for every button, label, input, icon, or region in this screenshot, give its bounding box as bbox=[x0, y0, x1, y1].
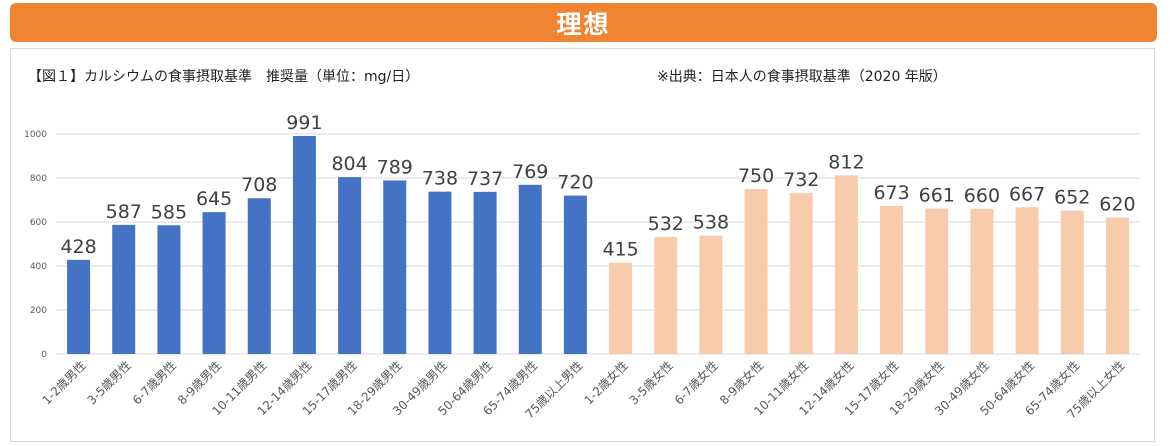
y-tick-label: 600 bbox=[30, 218, 47, 228]
bar bbox=[473, 191, 497, 354]
data-label: 732 bbox=[783, 169, 819, 191]
data-label: 667 bbox=[1009, 183, 1045, 205]
bar bbox=[609, 262, 633, 354]
bar bbox=[1060, 210, 1084, 354]
bar bbox=[925, 208, 949, 354]
bar bbox=[654, 236, 678, 354]
bar bbox=[247, 198, 271, 354]
y-tick-label: 1000 bbox=[24, 130, 47, 140]
x-tick-label: 6-7歳女性 bbox=[671, 358, 721, 408]
y-tick-label: 0 bbox=[41, 350, 47, 360]
x-tick-label: 3-5歳男性 bbox=[85, 358, 134, 407]
bar bbox=[383, 180, 407, 354]
data-label: 737 bbox=[467, 168, 503, 190]
y-tick-label: 800 bbox=[30, 174, 47, 184]
bar bbox=[563, 195, 587, 354]
bar bbox=[970, 208, 994, 354]
data-label: 620 bbox=[1099, 194, 1135, 216]
bar bbox=[1105, 217, 1129, 354]
bar bbox=[744, 189, 768, 354]
data-label: 812 bbox=[828, 151, 864, 173]
data-label: 769 bbox=[512, 161, 548, 183]
data-label: 789 bbox=[377, 156, 413, 178]
bar bbox=[157, 225, 181, 354]
x-tick-label: 3-5歳女性 bbox=[626, 358, 676, 408]
data-label: 585 bbox=[151, 201, 187, 223]
data-label: 673 bbox=[873, 182, 909, 204]
data-label: 661 bbox=[919, 185, 955, 207]
bar bbox=[699, 235, 723, 354]
data-label: 645 bbox=[196, 188, 232, 210]
data-label: 660 bbox=[964, 185, 1000, 207]
y-tick-label: 400 bbox=[30, 262, 47, 272]
data-label: 708 bbox=[241, 174, 277, 196]
bar bbox=[202, 212, 226, 354]
bar bbox=[518, 184, 542, 354]
data-label: 538 bbox=[693, 212, 729, 234]
data-label: 587 bbox=[106, 201, 142, 223]
data-label: 415 bbox=[602, 239, 638, 261]
data-label: 652 bbox=[1054, 187, 1090, 209]
data-label: 991 bbox=[286, 112, 322, 134]
bar bbox=[292, 135, 316, 354]
x-tick-label: 1-2歳女性 bbox=[581, 358, 631, 408]
x-tick-label: 6-7歳男性 bbox=[130, 358, 179, 407]
title-banner: 理想 bbox=[10, 3, 1157, 42]
data-label: 532 bbox=[648, 213, 684, 235]
data-label: 428 bbox=[60, 236, 96, 258]
data-label: 738 bbox=[422, 168, 458, 190]
bar bbox=[834, 175, 858, 354]
banner-title: 理想 bbox=[556, 9, 611, 39]
bar bbox=[880, 205, 904, 354]
source-note: ※出典：日本人の食事摂取基準（2020 年版） bbox=[657, 69, 947, 85]
x-tick-label: 1-2歳男性 bbox=[39, 358, 88, 407]
bar bbox=[428, 191, 452, 354]
bar bbox=[67, 259, 91, 354]
y-tick-label: 200 bbox=[30, 306, 47, 316]
bar bbox=[1015, 207, 1039, 354]
data-label: 750 bbox=[738, 165, 774, 187]
figure-caption: 【図１】カルシウムの食事摂取基準 推奨量（単位：mg/日） bbox=[28, 69, 420, 85]
data-label: 804 bbox=[331, 153, 367, 175]
bar bbox=[338, 177, 362, 354]
data-label: 720 bbox=[557, 172, 593, 194]
bar bbox=[789, 192, 813, 354]
bar bbox=[112, 224, 136, 354]
